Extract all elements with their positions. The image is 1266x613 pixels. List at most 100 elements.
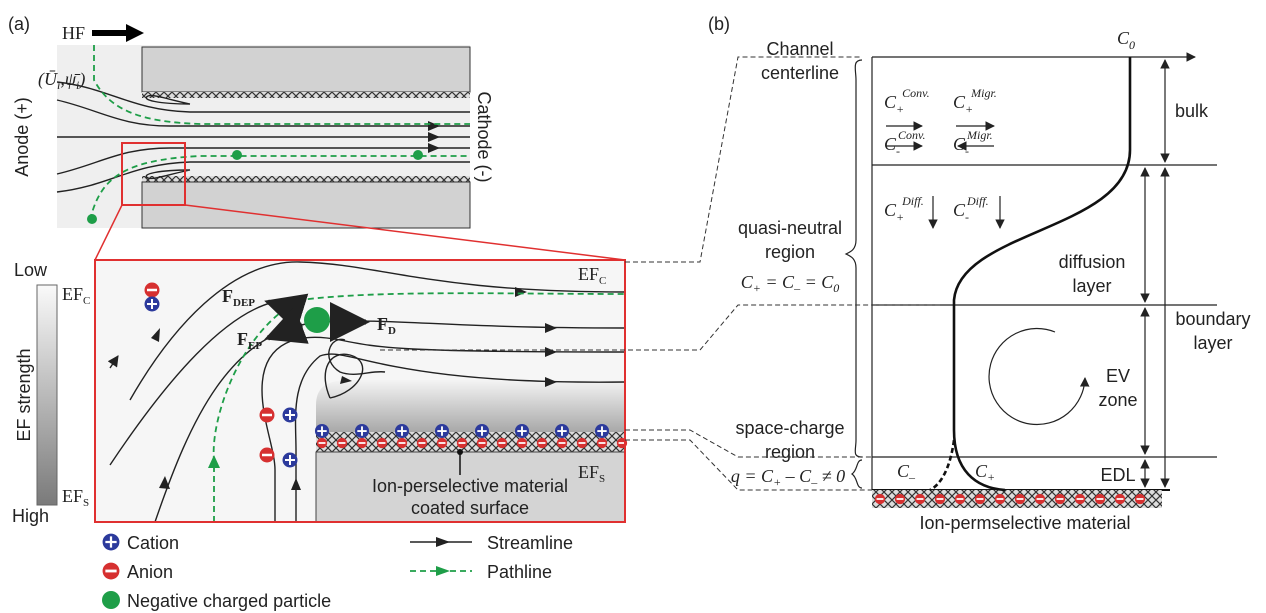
- shape: [436, 566, 450, 576]
- brace-small: [852, 460, 862, 488]
- colorbar: [37, 285, 57, 505]
- surface-label: coated surface: [411, 498, 529, 518]
- surface-label: Ion-perselective material: [372, 476, 568, 496]
- anion: [935, 494, 945, 504]
- membrane-bottom: [142, 176, 470, 182]
- shape: C-Migr.: [953, 128, 993, 158]
- legend-label: Pathline: [487, 562, 552, 582]
- colorbar-ef-c: EFC: [62, 284, 90, 307]
- diffusion-label: diffusion: [1059, 252, 1126, 272]
- cation: [555, 424, 569, 438]
- text-part: F: [237, 329, 248, 349]
- equality-label: C+ = C– = C0: [741, 272, 839, 295]
- text-part: EF: [578, 462, 599, 482]
- colorbar-ef-s: EFS: [62, 486, 89, 509]
- c-plus-label: C+: [975, 461, 995, 484]
- text-part: Conv.: [898, 128, 925, 142]
- membrane-top: [142, 92, 470, 98]
- anion: [317, 438, 327, 448]
- anion: [995, 494, 1005, 504]
- surface-pointer-dot: [457, 449, 463, 455]
- diffusion-label: layer: [1072, 276, 1111, 296]
- brace: [846, 60, 862, 457]
- charge-label: q = C+ – C– ≠ 0: [731, 466, 845, 489]
- colorbar-title: EF strength: [14, 348, 34, 441]
- text-part: +: [896, 210, 904, 224]
- cation: [355, 424, 369, 438]
- text-part: (Ū: [38, 69, 58, 90]
- centerline-label: centerline: [761, 63, 839, 83]
- particle: [232, 150, 242, 160]
- cathode-label: Cathode (-): [474, 91, 494, 182]
- ev-label: EV: [1106, 366, 1130, 386]
- legend-particle: [102, 591, 120, 609]
- anion: [1015, 494, 1025, 504]
- anion: [1135, 494, 1145, 504]
- anion: [397, 438, 407, 448]
- text-part: S: [599, 473, 605, 485]
- ev-label: zone: [1098, 390, 1137, 410]
- boundary-label: layer: [1193, 333, 1232, 353]
- text-part: EF: [62, 486, 83, 506]
- edl-label: EDL: [1100, 465, 1135, 485]
- cation: [315, 424, 329, 438]
- shape: [428, 121, 440, 153]
- colorbar-low: Low: [14, 260, 48, 280]
- vortex: [989, 329, 1085, 425]
- text-part: EF: [578, 264, 599, 284]
- shape: C-Diff.: [953, 194, 989, 224]
- shape: C+Diff.: [884, 194, 924, 224]
- anion: [1095, 494, 1105, 504]
- text-part: +: [753, 281, 761, 295]
- concentration-anion: [930, 440, 954, 490]
- cation: [395, 424, 409, 438]
- shape: [260, 448, 275, 463]
- text-part: EP: [248, 340, 262, 352]
- panel-label: (a): [8, 14, 30, 34]
- text-part: +: [896, 102, 904, 116]
- anion: [497, 438, 507, 448]
- anion: [517, 438, 527, 448]
- shape: [283, 408, 298, 423]
- text-part: –: [908, 470, 916, 484]
- particle: [413, 150, 423, 160]
- text-part: S: [83, 497, 89, 509]
- text-part: Migr.: [970, 86, 997, 100]
- shape: C+Conv.: [884, 86, 930, 116]
- dimension-arrows: [1145, 60, 1165, 487]
- electrode-top: [142, 47, 470, 92]
- boundary-label: boundary: [1175, 309, 1250, 329]
- anion: [357, 438, 367, 448]
- legend-label: Negative charged particle: [127, 591, 331, 611]
- anion: [1055, 494, 1065, 504]
- concentration-cation: [954, 57, 1130, 490]
- bulk-label: bulk: [1175, 101, 1209, 121]
- c-minus-label: C–: [897, 461, 916, 484]
- shape: C-Conv.: [884, 128, 925, 158]
- figure: (a) HF (Ūi,ψ̄i) Anode (+) Cathode (-) Lo…: [0, 0, 1266, 613]
- cation: [595, 424, 609, 438]
- anion: [1035, 494, 1045, 504]
- material-label: Ion-permselective material: [919, 513, 1130, 533]
- text-part: +: [773, 475, 781, 489]
- legend-anion: [103, 563, 120, 580]
- particle: [304, 307, 330, 333]
- text-part: +: [965, 102, 973, 116]
- legend-label: Streamline: [487, 533, 573, 553]
- anion: [417, 438, 427, 448]
- flow-label: HF: [62, 23, 85, 43]
- anion: [577, 438, 587, 448]
- colorbar-high: High: [12, 506, 49, 526]
- quasi-label: quasi-neutral: [738, 218, 842, 238]
- text-part: Diff.: [901, 194, 924, 208]
- quasi-label: region: [765, 242, 815, 262]
- anion: [955, 494, 965, 504]
- space-charge-label: region: [765, 442, 815, 462]
- anion: [915, 494, 925, 504]
- text-part: – C: [781, 466, 812, 486]
- text-part: F: [222, 286, 233, 306]
- text-part: C: [83, 295, 90, 307]
- space-charge-label: space-charge: [735, 418, 844, 438]
- text-part: = C: [761, 272, 795, 292]
- shape: [145, 297, 160, 312]
